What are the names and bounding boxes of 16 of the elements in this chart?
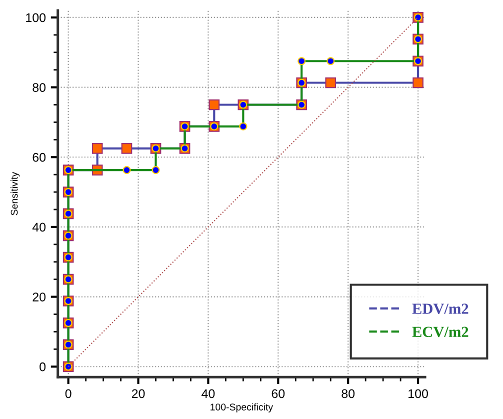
y-tick-label: 20: [32, 292, 46, 302]
x-tick-label: 20: [132, 389, 145, 398]
x-tick-label: 100: [408, 389, 428, 398]
y-tick-label: 80: [32, 83, 46, 92]
x-tick-label: 0: [65, 389, 72, 398]
y-tick-label: 40: [32, 222, 46, 232]
y-tick-label: 0: [40, 362, 46, 372]
y-tick-label: 100: [26, 13, 46, 22]
legend-label: EDV/m2: [412, 304, 468, 314]
x-tick-label: 40: [202, 389, 215, 398]
x-tick-label: 80: [342, 389, 355, 398]
x-axis-title: 100-Specificity: [210, 403, 274, 412]
legend-label: ECV/m2: [412, 326, 468, 338]
y-axis-title: Sensitivity: [10, 172, 20, 216]
x-tick-label: 60: [272, 389, 285, 398]
y-tick-label: 60: [32, 152, 46, 162]
